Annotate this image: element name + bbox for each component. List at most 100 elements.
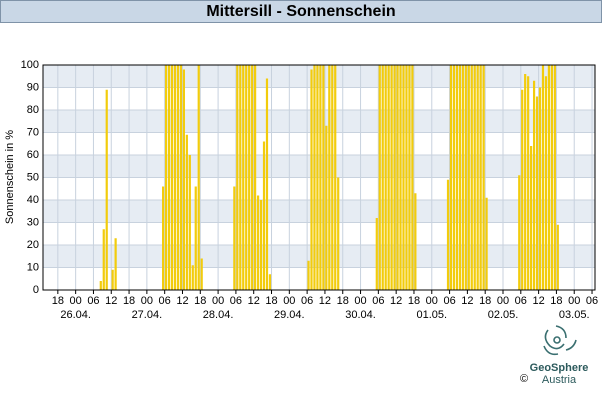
- y-tick-label: 40: [27, 194, 39, 206]
- bar: [313, 65, 316, 290]
- bar: [262, 141, 266, 290]
- date-label: 03.05.: [559, 309, 590, 321]
- x-tick-label: 12: [532, 295, 544, 307]
- bar: [535, 96, 539, 290]
- bar: [259, 200, 263, 290]
- bar: [167, 65, 171, 290]
- bar: [553, 65, 556, 290]
- bar: [473, 65, 476, 290]
- x-tick-label: 00: [568, 295, 580, 307]
- bar: [458, 65, 461, 290]
- bar: [337, 177, 340, 290]
- bar: [173, 65, 177, 290]
- grid-band: [43, 110, 595, 133]
- x-tick-label: 12: [390, 295, 402, 307]
- x-tick-label: 18: [550, 295, 562, 307]
- bar: [544, 76, 548, 290]
- bar: [233, 186, 236, 290]
- bar: [197, 65, 200, 290]
- bar: [527, 76, 530, 290]
- bar: [381, 65, 384, 290]
- bar: [541, 65, 545, 290]
- bar: [530, 146, 533, 290]
- bar: [265, 78, 269, 290]
- grid-band: [43, 155, 595, 178]
- x-tick-label: 18: [408, 295, 420, 307]
- x-tick-label: 12: [248, 295, 260, 307]
- grid-band: [43, 245, 595, 268]
- bar: [114, 238, 117, 290]
- bar: [334, 65, 337, 290]
- bar: [316, 65, 319, 290]
- bar: [556, 224, 559, 290]
- x-tick-label: 12: [319, 295, 331, 307]
- x-tick-label: 00: [70, 295, 82, 307]
- bar: [254, 65, 257, 290]
- x-tick-label: 12: [176, 295, 188, 307]
- bar: [532, 80, 536, 290]
- bar: [476, 65, 479, 290]
- bar: [402, 65, 405, 290]
- x-tick-label: 00: [141, 295, 153, 307]
- bar: [538, 87, 542, 290]
- bar: [242, 65, 245, 290]
- bar: [461, 65, 464, 290]
- bar: [518, 175, 521, 290]
- y-tick-label: 60: [27, 149, 39, 161]
- bar: [524, 74, 527, 290]
- bar: [164, 65, 168, 290]
- bar: [170, 65, 174, 290]
- bar: [467, 65, 470, 290]
- x-tick-label: 06: [159, 295, 171, 307]
- bar: [256, 195, 260, 290]
- logo: GeoSphere Austria ©: [520, 325, 589, 386]
- bar: [179, 65, 183, 290]
- bar: [396, 65, 399, 290]
- bar: [111, 269, 114, 290]
- bar: [245, 65, 248, 290]
- bar: [411, 65, 414, 290]
- bar: [521, 89, 524, 290]
- bar: [479, 65, 482, 290]
- bar: [162, 186, 165, 290]
- bar: [464, 65, 467, 290]
- bar: [251, 65, 254, 290]
- date-label: 29.04.: [274, 309, 305, 321]
- bar: [328, 65, 331, 290]
- x-tick-label: 06: [586, 295, 598, 307]
- y-tick-label: 80: [27, 104, 39, 116]
- x-tick-label: 06: [515, 295, 527, 307]
- bar: [405, 65, 408, 290]
- x-tick-label: 18: [194, 295, 206, 307]
- bar: [325, 125, 328, 290]
- x-tick-label: 18: [479, 295, 491, 307]
- y-tick-label: 100: [21, 59, 39, 71]
- bar: [105, 89, 108, 290]
- bar: [384, 65, 387, 290]
- bar: [449, 65, 453, 290]
- y-tick-label: 70: [27, 126, 39, 138]
- x-tick-label: 12: [105, 295, 117, 307]
- y-tick-label: 30: [27, 216, 39, 228]
- x-tick-label: 18: [52, 295, 64, 307]
- date-label: 26.04.: [60, 309, 91, 321]
- x-tick-label: 00: [497, 295, 509, 307]
- x-tick-label: 18: [337, 295, 349, 307]
- chart-title: Mittersill - Sonnenschein: [206, 3, 395, 20]
- bar: [393, 65, 396, 290]
- plot-frame: [42, 64, 596, 291]
- x-tick-label: 06: [87, 295, 99, 307]
- date-label: 02.05.: [488, 309, 519, 321]
- bar: [470, 65, 473, 290]
- x-tick-label: 00: [426, 295, 438, 307]
- bar: [268, 274, 272, 290]
- bar: [387, 65, 390, 290]
- y-tick-label: 10: [27, 261, 39, 273]
- x-tick-label: 00: [283, 295, 295, 307]
- logo-icon: [543, 325, 577, 356]
- bar: [455, 65, 459, 290]
- bar: [408, 65, 411, 290]
- logo-name: GeoSphere: [530, 362, 589, 374]
- grid-band: [43, 200, 595, 223]
